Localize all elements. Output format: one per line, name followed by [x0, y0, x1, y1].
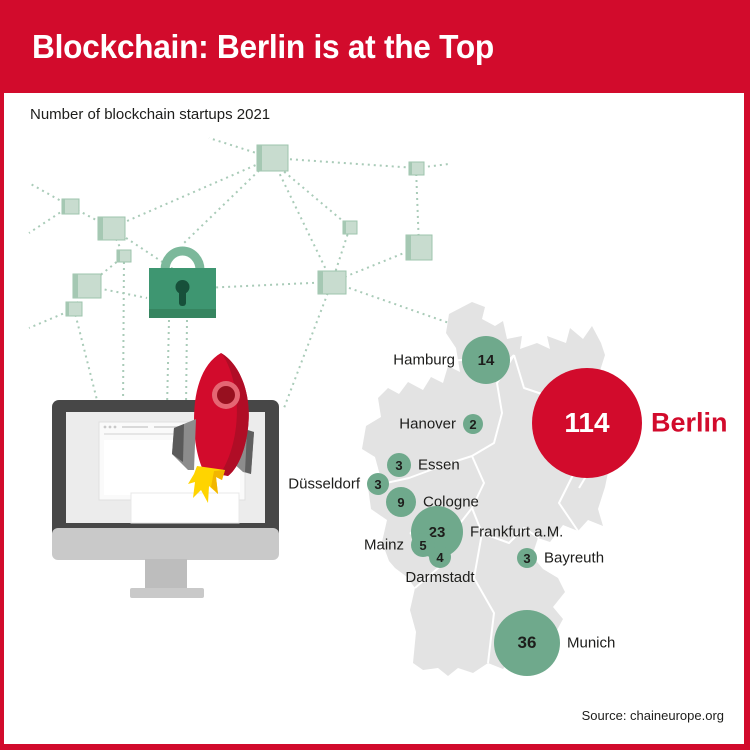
browser-window-front — [130, 492, 240, 524]
city-label-mainz: Mainz — [363, 536, 404, 554]
page-title: Blockchain: Berlin is at the Top — [32, 27, 494, 65]
city-bubble-cologne: 9 — [386, 487, 416, 517]
city-value-mainz: 5 — [419, 537, 427, 553]
city-label-bayreuth: Bayreuth — [544, 549, 605, 567]
rocket-icon — [172, 353, 254, 503]
chart-subtitle: Number of blockchain startups 2021 — [30, 106, 271, 123]
city-bubble-essen: 3 — [387, 453, 411, 477]
network-nodes — [61, 144, 433, 317]
city-bubble-darmstadt: 4 — [429, 546, 451, 568]
monitor-icon — [52, 353, 279, 598]
city-bubble-hamburg: 14 — [462, 336, 510, 384]
header-bar: Blockchain: Berlin is at the Top — [4, 0, 744, 93]
city-bubble-berlin: 114 — [532, 368, 642, 478]
city-label-munich: Munich — [567, 634, 616, 652]
city-label-darmstadt: Darmstadt — [405, 569, 475, 586]
germany-bubble-map: 14 Hamburg 2 Hanover 3 Essen 3 Düsseldorf 9 Colog… — [288, 293, 744, 697]
city-bubble-bayreuth: 3 — [517, 548, 537, 568]
city-label-berlin: Berlin — [651, 407, 728, 438]
city-value-hanover: 2 — [469, 416, 477, 432]
city-bubble-munich: 36 — [494, 610, 560, 676]
city-value-d-sseldorf: 3 — [374, 476, 382, 492]
city-label-cologne: Cologne — [423, 493, 479, 511]
city-label-hamburg: Hamburg — [393, 351, 455, 369]
lock-icon — [149, 246, 216, 318]
city-value-cologne: 9 — [397, 494, 405, 510]
city-label-frankfurt-a-m-: Frankfurt a.M. — [470, 523, 564, 541]
city-value-essen: 3 — [395, 457, 403, 473]
city-bubble-hanover: 2 — [463, 414, 483, 434]
city-label-d-sseldorf: Düsseldorf — [288, 475, 360, 493]
city-label-hanover: Hanover — [399, 415, 456, 433]
blockchain-network-icon — [28, 137, 450, 409]
city-value-berlin: 114 — [564, 407, 610, 438]
source-text: Source: chaineurope.org — [581, 708, 724, 723]
city-value-munich: 36 — [517, 633, 537, 652]
city-value-frankfurt-a-m-: 23 — [428, 523, 446, 541]
city-label-essen: Essen — [418, 456, 460, 474]
city-value-bayreuth: 3 — [523, 550, 531, 566]
city-bubble-d-sseldorf: 3 — [367, 473, 389, 495]
city-value-hamburg: 14 — [477, 351, 495, 369]
city-value-darmstadt: 4 — [436, 549, 444, 565]
